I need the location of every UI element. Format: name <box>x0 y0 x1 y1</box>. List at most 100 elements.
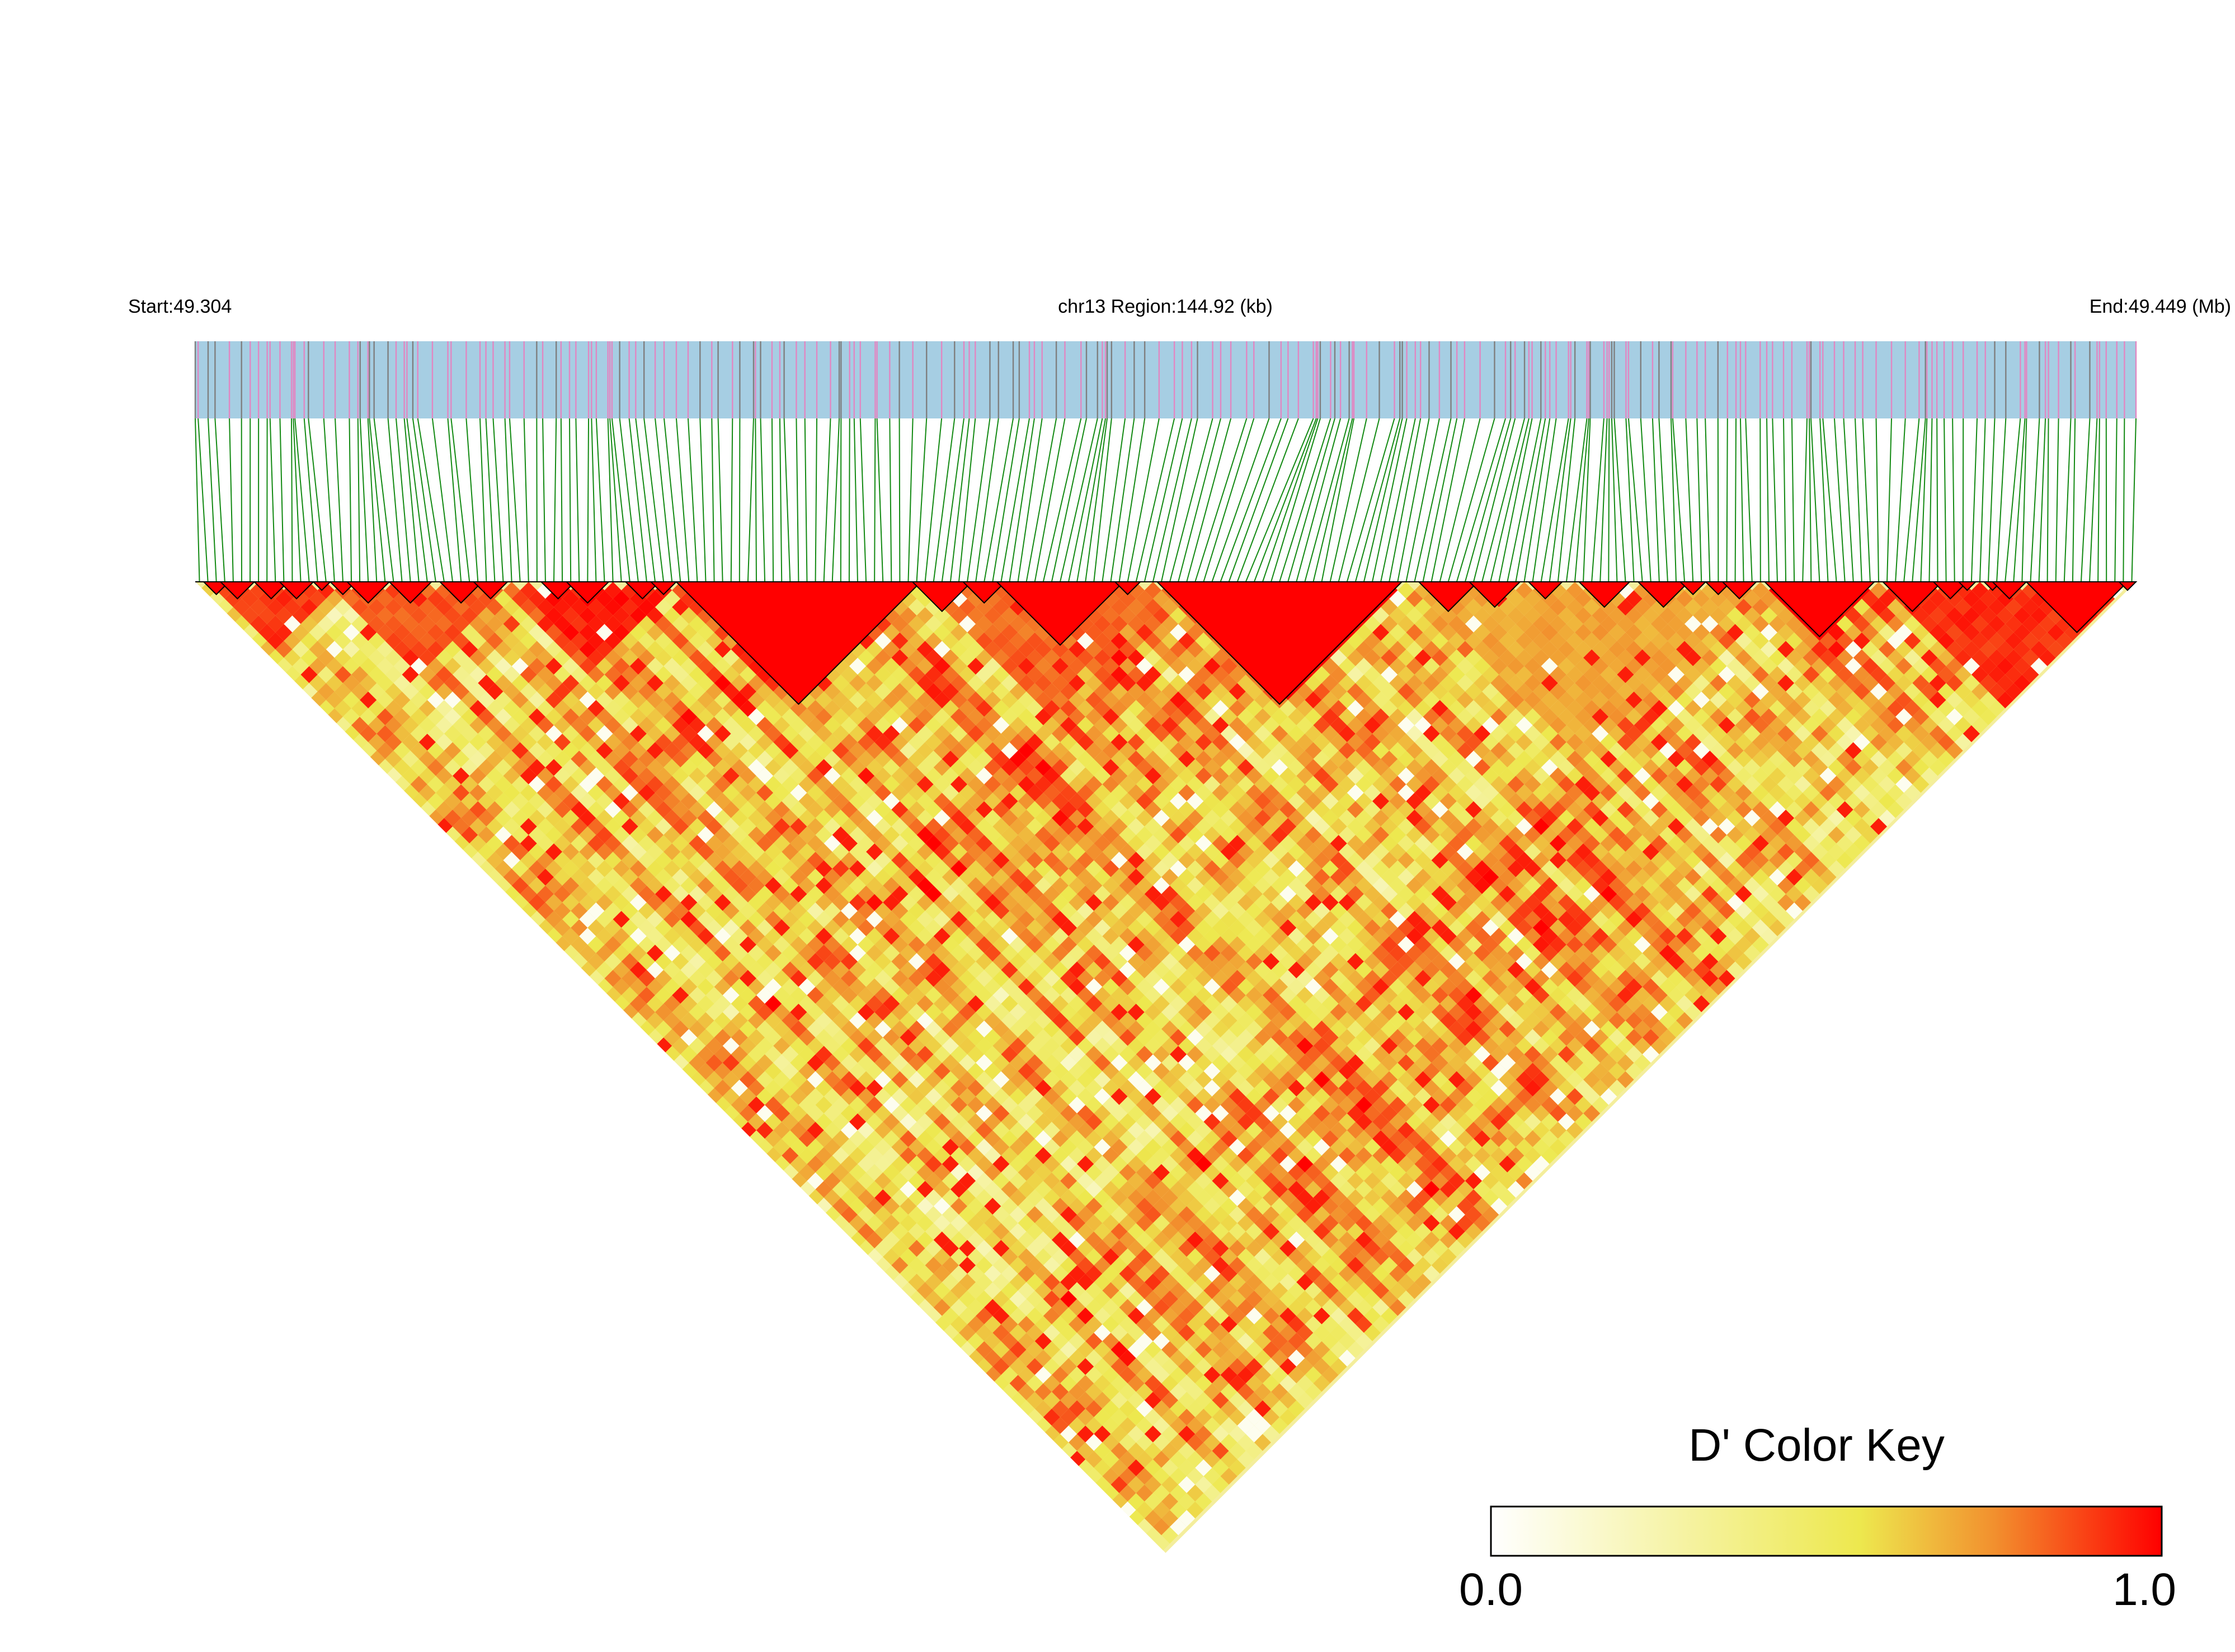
heatmap-cell <box>511 691 529 709</box>
heatmap-cell <box>832 961 849 978</box>
heatmap-cell <box>1069 1130 1086 1147</box>
heatmap-cell <box>1001 1029 1018 1046</box>
heatmap-cell <box>1018 1113 1035 1131</box>
heatmap-cell <box>1271 995 1288 1013</box>
heatmap-cell <box>579 607 596 624</box>
heatmap-cell <box>1296 1122 1314 1139</box>
heatmap-cell <box>739 919 756 936</box>
heatmap-cell <box>562 691 580 709</box>
heatmap-cell <box>908 919 925 936</box>
heatmap-cell <box>756 851 774 869</box>
heatmap-cell <box>1355 961 1372 978</box>
heatmap-cell <box>1069 1400 1086 1418</box>
heatmap-cell <box>604 987 622 1004</box>
heatmap-cell <box>571 683 588 700</box>
heatmap-cell <box>773 851 791 869</box>
heatmap-cell <box>824 1071 841 1088</box>
heatmap-cell <box>765 1113 782 1131</box>
heatmap-cell <box>1060 1409 1077 1426</box>
heatmap-cell <box>1389 1282 1406 1299</box>
heatmap-cell <box>1288 860 1305 877</box>
heatmap-cell <box>351 599 369 616</box>
heatmap-cell <box>765 944 782 962</box>
heatmap-cell <box>858 767 875 784</box>
heatmap-cell <box>1170 775 1187 793</box>
heatmap-cell <box>1060 1189 1077 1207</box>
heatmap-cell <box>782 944 799 962</box>
heatmap-cell <box>832 978 849 995</box>
heatmap-cell <box>1085 1029 1103 1046</box>
heatmap-cell <box>351 615 369 633</box>
heatmap-cell <box>714 928 731 945</box>
heatmap-cell <box>1152 809 1170 827</box>
heatmap-cell <box>1330 1020 1347 1038</box>
heatmap-cell <box>1161 1476 1179 1493</box>
marker-connector-line <box>975 418 999 582</box>
heatmap-cell <box>444 641 462 658</box>
heatmap-cell <box>1296 1037 1314 1055</box>
heatmap-cell <box>587 700 605 717</box>
heatmap-cell <box>900 1029 917 1046</box>
heatmap-cell <box>326 641 343 658</box>
heatmap-cell <box>1423 1012 1440 1029</box>
heatmap-cell <box>1152 793 1170 810</box>
heatmap-cell <box>1085 1333 1103 1350</box>
heatmap-cell <box>840 1020 858 1038</box>
heatmap-cell <box>1187 1265 1204 1282</box>
heatmap-cell <box>891 1240 909 1257</box>
heatmap-cell <box>697 894 714 911</box>
marker-connector-line <box>2114 418 2118 582</box>
heatmap-cell <box>629 607 647 624</box>
heatmap-cell <box>1144 1020 1161 1038</box>
heatmap-cell <box>1060 784 1077 802</box>
heatmap-cell <box>1313 1020 1330 1038</box>
heatmap-cell <box>967 657 985 675</box>
heatmap-cell <box>1026 886 1043 903</box>
heatmap-cell <box>1347 969 1364 987</box>
heatmap-cell <box>773 801 791 818</box>
heatmap-cell <box>342 691 360 709</box>
heatmap-cell <box>1305 1349 1322 1367</box>
heatmap-cell <box>655 733 672 751</box>
heatmap-cell <box>807 1004 824 1021</box>
heatmap-cell <box>664 995 681 1013</box>
heatmap-cell <box>511 877 529 895</box>
heatmap-cell <box>1034 1349 1052 1367</box>
heatmap-cell <box>967 860 985 877</box>
heatmap-cell <box>1414 1037 1432 1055</box>
marker-connector-line <box>1658 418 1668 582</box>
heatmap-cell <box>275 641 293 658</box>
marker-connector-line <box>396 418 411 582</box>
heatmap-cell <box>1102 1096 1119 1114</box>
heatmap-cell <box>824 851 841 869</box>
marker-connector-line <box>967 418 991 582</box>
heatmap-cell <box>1423 995 1440 1013</box>
heatmap-cell <box>427 607 444 624</box>
heatmap-cell <box>1532 1122 1550 1139</box>
heatmap-cell <box>1389 1029 1406 1046</box>
heatmap-cell <box>680 624 698 641</box>
heatmap-cell <box>765 1046 782 1063</box>
heatmap-cell <box>840 666 858 683</box>
heatmap-cell <box>258 590 276 608</box>
heatmap-cell <box>680 775 698 793</box>
marker-connector-line <box>197 418 209 582</box>
heatmap-cell <box>1347 1138 1364 1156</box>
heatmap-cell <box>992 767 1010 784</box>
heatmap-cell <box>368 683 385 700</box>
heatmap-cell <box>486 851 504 869</box>
heatmap-cell <box>495 674 512 692</box>
heatmap-cell <box>858 1155 875 1173</box>
heatmap-cell <box>1152 1349 1170 1367</box>
heatmap-cell <box>377 607 394 624</box>
heatmap-cell <box>1102 1147 1119 1164</box>
heatmap-cell <box>1187 860 1204 877</box>
marker-connector-line <box>293 418 302 582</box>
heatmap-cell <box>705 784 723 802</box>
heatmap-cell <box>739 1071 756 1088</box>
heatmap-cell <box>790 1155 807 1173</box>
heatmap-cell <box>1229 919 1246 936</box>
heatmap-cell <box>782 1012 799 1029</box>
heatmap-cell <box>773 987 791 1004</box>
heatmap-cell <box>1085 793 1103 810</box>
